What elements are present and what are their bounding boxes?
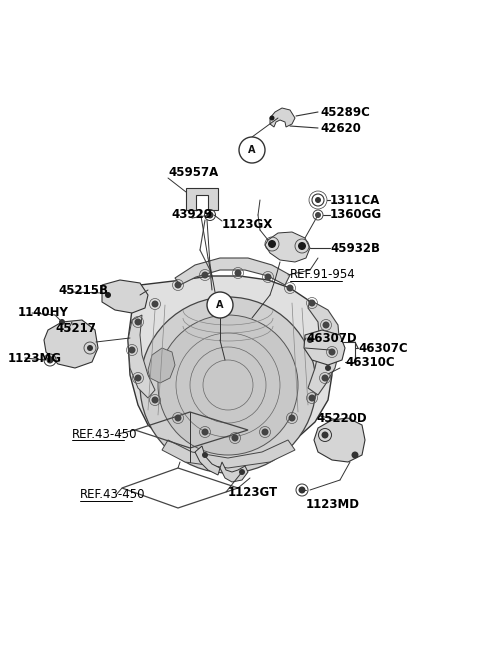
- Circle shape: [175, 415, 181, 422]
- Circle shape: [325, 365, 331, 371]
- Circle shape: [202, 452, 208, 458]
- Circle shape: [309, 394, 315, 402]
- Text: A: A: [216, 300, 224, 310]
- Circle shape: [105, 292, 111, 298]
- Circle shape: [140, 297, 316, 473]
- Polygon shape: [102, 280, 148, 313]
- Text: 1123GT: 1123GT: [228, 485, 278, 498]
- Polygon shape: [128, 315, 155, 398]
- Circle shape: [206, 212, 214, 219]
- Text: 1123MD: 1123MD: [306, 498, 360, 510]
- Circle shape: [315, 197, 321, 203]
- Circle shape: [158, 315, 298, 455]
- Circle shape: [59, 319, 65, 325]
- Circle shape: [328, 348, 336, 356]
- Polygon shape: [220, 462, 248, 482]
- Text: 46307D: 46307D: [306, 331, 357, 345]
- Text: 45215B: 45215B: [58, 284, 108, 297]
- Text: REF.43-450: REF.43-450: [72, 428, 137, 441]
- Text: REF.43-450: REF.43-450: [80, 489, 145, 502]
- Circle shape: [129, 346, 135, 354]
- Polygon shape: [308, 300, 340, 395]
- Text: 43929: 43929: [171, 208, 212, 221]
- Circle shape: [202, 272, 208, 278]
- Text: 1123MG: 1123MG: [8, 352, 62, 364]
- Circle shape: [322, 432, 328, 438]
- Circle shape: [298, 242, 306, 250]
- Circle shape: [202, 428, 208, 436]
- Text: 45289C: 45289C: [320, 105, 370, 119]
- Circle shape: [239, 137, 265, 163]
- Circle shape: [299, 487, 305, 493]
- Circle shape: [134, 375, 142, 381]
- Circle shape: [262, 428, 268, 436]
- Circle shape: [152, 301, 158, 307]
- Text: 45957A: 45957A: [168, 166, 218, 179]
- Circle shape: [309, 299, 315, 307]
- Circle shape: [323, 322, 329, 329]
- Polygon shape: [175, 258, 290, 285]
- Circle shape: [307, 337, 313, 343]
- Text: 42620: 42620: [320, 121, 361, 134]
- Circle shape: [288, 415, 296, 422]
- Polygon shape: [186, 188, 218, 210]
- Circle shape: [47, 356, 53, 364]
- Circle shape: [287, 284, 293, 291]
- Polygon shape: [265, 232, 310, 262]
- Circle shape: [152, 396, 158, 403]
- Polygon shape: [148, 348, 175, 383]
- Circle shape: [231, 434, 239, 441]
- Text: 45217: 45217: [55, 322, 96, 335]
- Text: 46310C: 46310C: [345, 356, 395, 369]
- Text: 1140HY: 1140HY: [18, 307, 69, 320]
- Polygon shape: [195, 446, 220, 475]
- Text: 1311CA: 1311CA: [330, 193, 380, 206]
- Circle shape: [239, 469, 245, 475]
- Polygon shape: [44, 320, 98, 368]
- Text: 1360GG: 1360GG: [330, 208, 382, 221]
- Circle shape: [351, 451, 359, 458]
- Circle shape: [264, 274, 272, 280]
- Circle shape: [268, 240, 276, 248]
- Polygon shape: [270, 108, 295, 127]
- Polygon shape: [314, 418, 365, 462]
- Text: 46307C: 46307C: [358, 341, 408, 354]
- Circle shape: [207, 292, 233, 318]
- Circle shape: [87, 345, 93, 351]
- Text: 1123GX: 1123GX: [222, 217, 273, 231]
- Circle shape: [175, 282, 181, 288]
- Polygon shape: [162, 440, 295, 468]
- Circle shape: [134, 318, 142, 326]
- Text: 45932B: 45932B: [330, 242, 380, 255]
- Polygon shape: [304, 330, 345, 365]
- Circle shape: [315, 212, 321, 218]
- Text: A: A: [248, 145, 256, 155]
- Polygon shape: [128, 276, 332, 458]
- Text: REF.91-954: REF.91-954: [290, 269, 356, 282]
- Text: 45220D: 45220D: [316, 411, 367, 424]
- Circle shape: [322, 375, 328, 381]
- Circle shape: [235, 269, 241, 276]
- Circle shape: [269, 115, 275, 121]
